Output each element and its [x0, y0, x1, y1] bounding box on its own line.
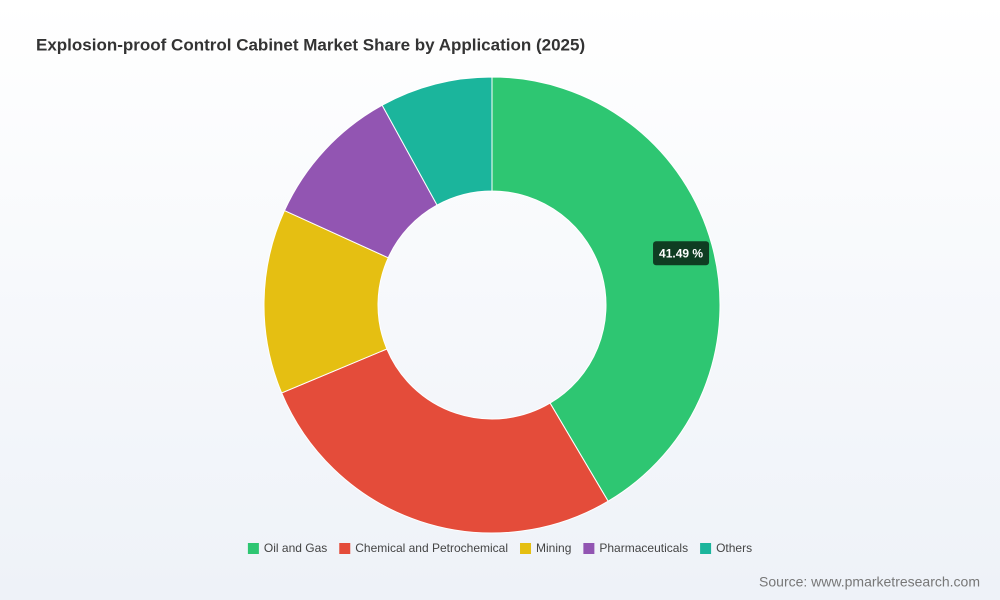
value-label: 41.49 % [659, 246, 703, 260]
slice [280, 348, 609, 534]
legend-label: Others [716, 541, 752, 555]
legend-swatch [700, 543, 712, 554]
legend-label: Oil and Gas [264, 541, 327, 555]
legend-label: Pharmaceuticals [599, 541, 688, 555]
chart-title: Explosion-proof Control Cabinet Market S… [36, 35, 585, 54]
labels: 41.49 % [653, 241, 710, 266]
legend-label: Mining [536, 541, 571, 555]
legend-swatch [339, 543, 351, 554]
legend: Oil and Gas Chemical and Petrochemical Min… [247, 541, 752, 555]
source: Source: www.pmarketresearch.com [759, 574, 980, 590]
legend-swatch [247, 543, 259, 554]
donut [263, 76, 721, 534]
slice [491, 76, 721, 502]
legend-label: Chemical and Petrochemical [355, 541, 508, 555]
legend-swatch [583, 543, 595, 554]
slice [381, 76, 493, 206]
legend-swatch [520, 543, 532, 554]
label-box [653, 241, 710, 266]
